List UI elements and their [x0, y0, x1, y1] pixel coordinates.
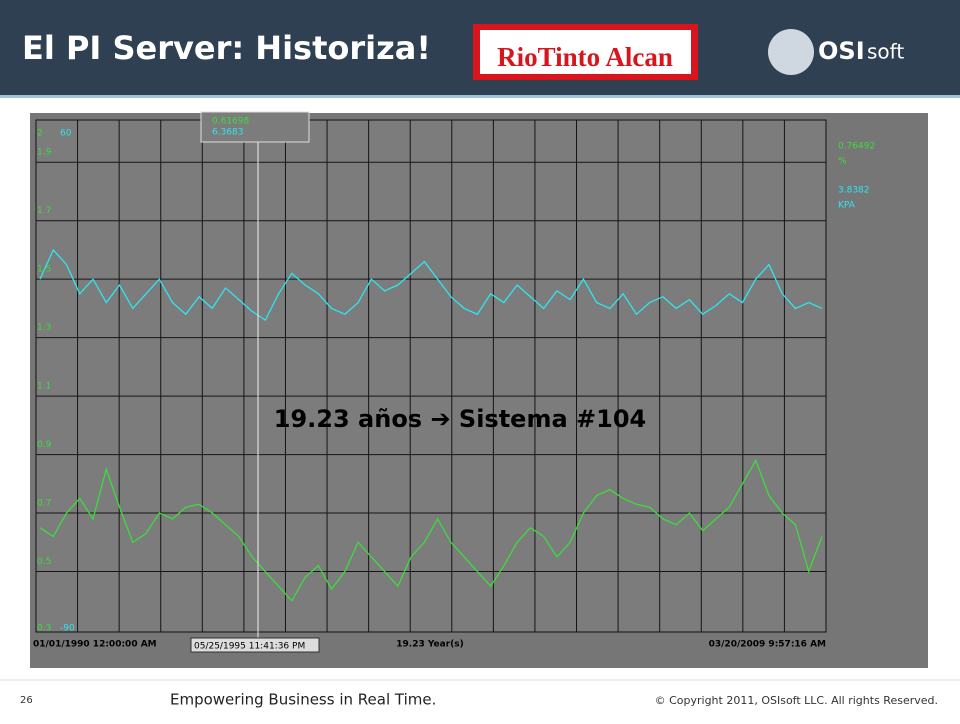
- legend-unit: %: [838, 157, 847, 167]
- y-tick-label: 1.7: [37, 206, 51, 216]
- osi-logo-light: soft: [867, 40, 904, 64]
- start-time: 01/01/1990 12:00:00 AM: [33, 640, 157, 650]
- logo-text: RioTinto Alcan: [497, 42, 673, 72]
- overlay-note: 19.23 años ➔ Sistema #104: [274, 405, 646, 433]
- y-tick-label: 0.5: [37, 557, 51, 567]
- cursor-time-box: [190, 637, 320, 653]
- logo-inner: [480, 30, 691, 74]
- legend-value: 0.76492: [838, 142, 875, 152]
- osi-logo-bold: OSI: [818, 37, 865, 65]
- y-tick-label: 0.7: [37, 499, 51, 509]
- scale-bottom-right: -90: [60, 624, 75, 634]
- scale-top-right: 60: [60, 129, 72, 139]
- copyright: © Copyright 2011, OSIsoft LLC. All right…: [655, 694, 938, 707]
- trace: [39, 248, 823, 322]
- cursor-value: 6.3683: [212, 128, 244, 138]
- y-tick-label: 1.3: [37, 323, 51, 333]
- end-time: 03/20/2009 9:57:16 AM: [709, 640, 826, 650]
- cursor-box: [200, 111, 310, 143]
- span: 19.23 Year(s): [396, 640, 464, 650]
- header-rule: [0, 95, 960, 98]
- tagline: Empowering Business in Real Time.: [170, 691, 436, 709]
- legend-unit: KPA: [838, 201, 856, 211]
- scale-top: 2: [37, 129, 43, 139]
- slide-title: El PI Server: Historiza!: [22, 29, 431, 67]
- plot-area: [35, 119, 827, 633]
- page-number: 26: [20, 695, 33, 706]
- legend-value: 3.8382: [838, 186, 870, 196]
- cursor-time: 05/25/1995 11:41:36 PM: [194, 642, 305, 652]
- y-tick-label: 1.1: [37, 382, 51, 392]
- cursor-value: 0.61698: [212, 117, 249, 127]
- y-tick-label: 1.5: [37, 265, 51, 275]
- scale-bottom: 0.3: [37, 624, 51, 634]
- trace: [39, 458, 823, 602]
- osi-logo-icon: [768, 29, 814, 75]
- y-tick-label: 1.9: [37, 148, 52, 158]
- y-tick-label: 0.9: [37, 440, 52, 450]
